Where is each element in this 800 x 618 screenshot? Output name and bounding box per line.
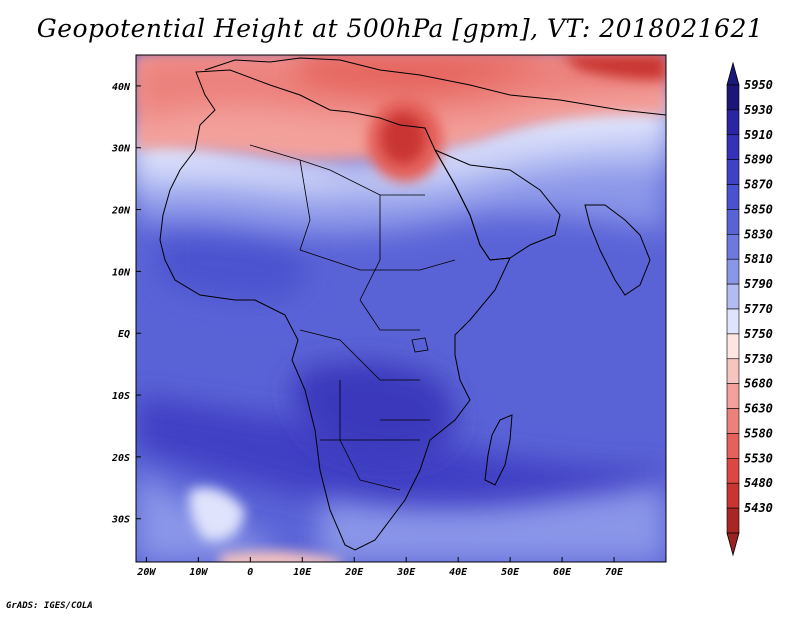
colorbar-label: 5730 xyxy=(744,352,773,366)
lon-tick-label: 50E xyxy=(501,567,520,578)
latitude-axis: 40N 30N 20N 10N EQ 10S 20S 30S xyxy=(111,82,141,526)
colorbar-label: 5850 xyxy=(744,202,773,216)
arabia-coastline xyxy=(433,148,561,261)
colorbar-swatch xyxy=(726,333,740,360)
colorbar-label: 5680 xyxy=(744,377,773,391)
lon-tick-label: 0 xyxy=(247,567,253,578)
colorbar-swatch xyxy=(726,209,740,235)
lake-victoria xyxy=(411,337,429,353)
madagascar-coastline xyxy=(484,414,513,486)
lon-tick-label: 60E xyxy=(553,567,572,578)
colorbar-label: 5930 xyxy=(744,103,773,117)
colorbar-label: 5630 xyxy=(744,402,773,416)
colorbar-label: 5430 xyxy=(744,501,773,515)
country-borders xyxy=(249,144,456,491)
lat-tick-label: 40N xyxy=(112,82,131,93)
colorbar-top-arrow xyxy=(726,61,740,86)
colorbar-swatch xyxy=(726,358,740,384)
credit-label: GrADS: IGES/COLA xyxy=(6,601,93,611)
colorbar-swatch xyxy=(726,258,740,285)
colorbar-label: 5770 xyxy=(744,302,773,316)
lat-tick-label: EQ xyxy=(118,329,130,340)
lat-tick-label: 10S xyxy=(112,391,130,402)
lat-tick-label: 20S xyxy=(111,453,130,464)
colorbar-swatch xyxy=(726,84,740,111)
colorbar-label: 5750 xyxy=(744,327,773,341)
colorbar-swatch xyxy=(726,458,740,484)
plot-frame xyxy=(135,54,667,563)
colorbar-swatch xyxy=(726,383,740,409)
colorbar-swatch xyxy=(726,507,740,534)
coastlines xyxy=(159,57,666,551)
lon-tick-label: 20E xyxy=(344,567,364,578)
colorbar-label: 5580 xyxy=(744,426,773,440)
colorbar-swatch xyxy=(726,184,740,210)
colorbar-label: 5830 xyxy=(744,227,773,241)
colorbar-swatch xyxy=(726,234,740,260)
colorbar-swatch xyxy=(726,159,740,185)
colorbar-swatch xyxy=(726,109,740,136)
colorbar-swatch xyxy=(726,134,740,160)
lat-tick-label: 30N xyxy=(111,144,131,155)
colorbar-label: 5890 xyxy=(744,153,773,167)
map-title: Geopotential Height at 500hPa [gpm], VT:… xyxy=(36,14,764,43)
lon-tick-label: 10W xyxy=(189,567,208,578)
longitude-axis: 20W 10W 0 10E 20E 30E 40E 50E 60E 70E xyxy=(136,557,624,578)
lon-tick-label: 20W xyxy=(136,567,156,578)
lon-tick-label: 30E xyxy=(396,567,416,578)
height-field xyxy=(136,55,666,562)
colorbar-swatch xyxy=(726,283,740,310)
colorbar-bottom-arrow xyxy=(726,532,740,557)
europe-coastline xyxy=(204,57,666,116)
india-coastline xyxy=(584,204,651,296)
lon-tick-label: 70E xyxy=(605,567,624,578)
lon-tick-label: 40E xyxy=(449,567,468,578)
colorbar-swatch xyxy=(726,433,740,459)
colorbar-label: 5870 xyxy=(744,178,773,192)
colorbar-label: 5480 xyxy=(744,476,773,490)
colorbar-label: 5910 xyxy=(744,128,773,142)
colorbar: 5950 5930 5910 5890 5870 5850 5830 5810 5790 5770… xyxy=(726,61,773,557)
colorbar-swatch xyxy=(726,482,740,509)
colorbar-swatch xyxy=(726,308,740,335)
colorbar-label: 5790 xyxy=(744,277,773,291)
lat-tick-label: 30S xyxy=(111,515,130,526)
lon-tick-label: 10E xyxy=(293,567,312,578)
africa-coastline xyxy=(159,69,511,551)
colorbar-label: 5950 xyxy=(744,78,773,92)
colorbar-label: 5530 xyxy=(744,451,773,465)
colorbar-swatch xyxy=(726,408,740,434)
colorbar-label: 5810 xyxy=(744,252,773,266)
lat-tick-label: 20N xyxy=(111,206,131,217)
lat-tick-label: 10N xyxy=(112,267,131,278)
